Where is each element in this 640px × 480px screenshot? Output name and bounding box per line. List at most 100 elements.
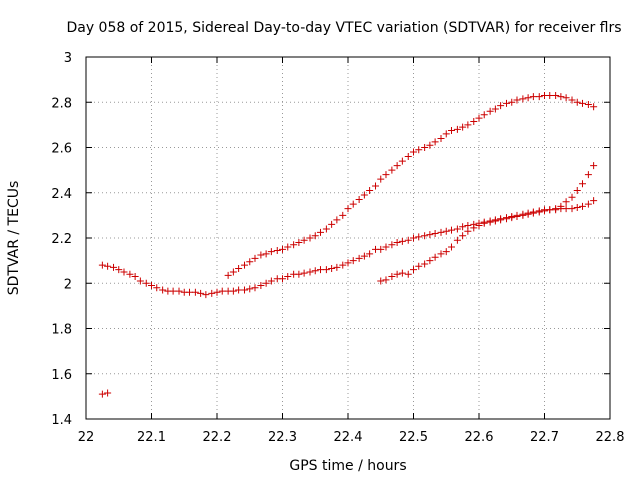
data-point-series-2 (573, 203, 581, 211)
data-point-series-2 (197, 289, 205, 297)
data-point-series-3 (426, 141, 434, 149)
data-point-series-4 (584, 171, 592, 179)
data-point-series-3 (382, 171, 390, 179)
data-point-series-3 (562, 94, 570, 102)
data-point-series-2 (169, 287, 177, 295)
data-point-series-3 (372, 182, 380, 190)
data-point-series-3 (584, 101, 592, 109)
data-point-series-2 (316, 266, 324, 274)
data-point-series-3 (491, 105, 499, 113)
data-point-series-2 (267, 277, 275, 285)
data-point-series-4 (513, 213, 521, 221)
data-point-series-2 (562, 205, 570, 213)
data-point-series-3 (393, 162, 401, 170)
data-point-series-2 (590, 197, 598, 205)
data-point-series-3 (421, 144, 429, 151)
data-point-series-4 (573, 186, 581, 194)
data-point-series-3 (552, 91, 560, 99)
data-point-series-2 (349, 257, 357, 265)
data-point-series-3 (513, 96, 521, 104)
data-point-series-1 (98, 390, 106, 398)
data-point-series-2 (295, 270, 303, 278)
data-point-series-4 (388, 272, 396, 280)
data-point-series-3 (235, 265, 243, 273)
data-point-series-2 (339, 261, 347, 269)
data-point-series-2 (410, 234, 417, 242)
data-point-series-3 (246, 258, 254, 266)
data-point-series-2 (142, 279, 150, 287)
data-point-series-3 (503, 99, 511, 107)
data-point-series-4 (491, 217, 499, 225)
data-point-series-4 (426, 257, 434, 265)
data-point-series-3 (333, 216, 341, 224)
data-point-series-2 (333, 263, 341, 271)
data-point-series-2 (131, 272, 139, 280)
x-tick-label: 22.1 (137, 430, 166, 445)
x-axis-label: GPS time / hours (289, 458, 406, 474)
data-point-series-4 (442, 248, 450, 256)
data-point-series-2 (306, 268, 314, 276)
data-point-series-2 (328, 265, 336, 273)
data-point-series-4 (562, 198, 570, 206)
data-point-series-2 (578, 202, 586, 210)
x-tick-label: 22.2 (203, 430, 232, 445)
data-point-series-4 (475, 222, 483, 230)
data-point-series-2 (257, 282, 265, 290)
data-point-series-2 (175, 287, 183, 295)
data-point-series-3 (497, 102, 505, 110)
data-point-series-2 (382, 243, 390, 251)
data-point-series-3 (241, 261, 249, 269)
x-tick-label: 22.5 (399, 430, 428, 445)
data-point-series-3 (267, 248, 275, 256)
data-point-series-2 (110, 263, 118, 271)
data-point-series-3 (355, 196, 363, 204)
data-point-series-3 (349, 200, 357, 208)
data-point-series-4 (377, 277, 385, 285)
data-point-series-4 (410, 266, 417, 274)
data-point-series-3 (431, 138, 439, 146)
data-point-series-2 (241, 286, 249, 294)
data-point-series-3 (366, 186, 374, 194)
data-point-series-3 (306, 234, 314, 242)
data-point-series-3 (295, 239, 303, 247)
data-point-series-3 (459, 123, 467, 131)
data-point-series-4 (568, 193, 576, 201)
data-point-series-2 (191, 288, 199, 296)
chart-title: Day 058 of 2015, Sidereal Day-to-day VTE… (66, 20, 621, 36)
x-tick-label: 22.6 (465, 430, 494, 445)
data-point-series-4 (486, 218, 494, 226)
data-point-series-3 (316, 228, 324, 236)
data-point-series-3 (470, 117, 478, 125)
y-tick-label: 1.4 (51, 413, 72, 428)
data-point-series-3 (480, 111, 488, 119)
data-point-series-3 (388, 166, 396, 174)
data-point-series-2 (393, 239, 401, 247)
data-point-series-3 (284, 243, 292, 251)
data-point-series-4 (552, 205, 560, 213)
data-point-series-3 (442, 130, 450, 138)
data-point-series-3 (535, 93, 543, 101)
data-point-series-4 (382, 276, 390, 284)
y-tick-label: 2.6 (51, 142, 72, 157)
data-point-series-3 (398, 157, 406, 165)
data-point-series-3 (524, 94, 532, 102)
data-point-series-4 (415, 262, 423, 270)
data-point-series-4 (541, 207, 548, 215)
data-point-series-3 (311, 232, 319, 240)
data-point-series-2 (98, 261, 106, 269)
x-tick-label: 22.3 (268, 430, 297, 445)
data-point-series-2 (279, 275, 286, 283)
data-point-series-2 (344, 259, 352, 267)
data-point-series-2 (437, 228, 445, 236)
data-point-series-2 (185, 288, 193, 296)
data-point-series-2 (246, 285, 254, 293)
data-point-series-3 (519, 95, 527, 103)
data-point-series-2 (202, 291, 210, 299)
data-point-series-2 (218, 287, 226, 295)
data-point-series-3 (300, 236, 308, 244)
data-point-series-3 (262, 250, 270, 258)
data-point-series-2 (229, 287, 237, 295)
data-point-series-4 (464, 227, 472, 235)
data-point-series-3 (486, 107, 494, 115)
data-point-series-4 (421, 260, 429, 268)
